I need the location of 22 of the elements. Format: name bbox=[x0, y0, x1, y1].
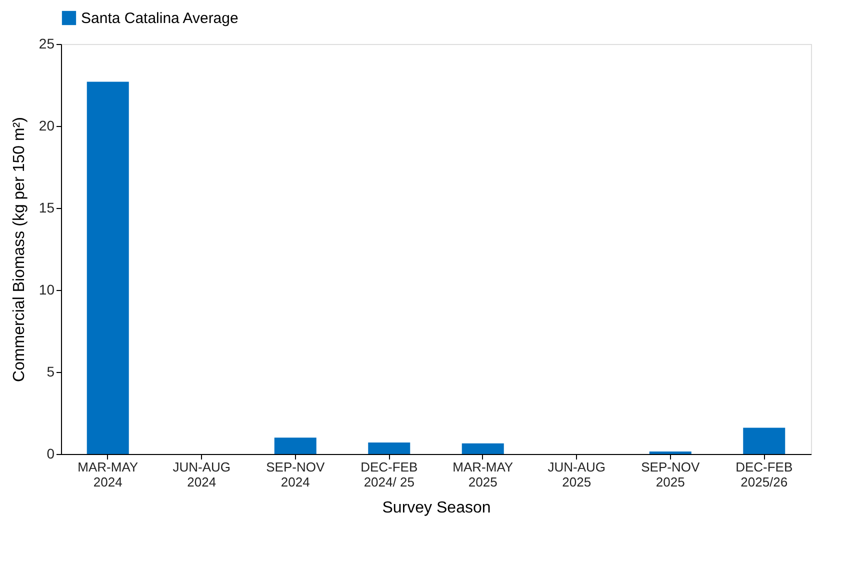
y-tick-label: 0 bbox=[46, 446, 55, 462]
y-axis-title: Commercial Biomass (kg per 150 m²) bbox=[10, 117, 28, 382]
bar bbox=[368, 442, 410, 454]
legend-label: Santa Catalina Average bbox=[81, 10, 238, 27]
x-tick-label: DEC-FEB 2024/ 25 bbox=[360, 460, 418, 490]
x-tick-label: SEP-NOV 2024 bbox=[266, 460, 325, 490]
bar bbox=[86, 82, 129, 454]
x-axis-title: Survey Season bbox=[382, 500, 491, 516]
x-tick-label: JUN-AUG 2024 bbox=[172, 460, 231, 490]
x-tick-label: DEC-FEB 2025/26 bbox=[736, 460, 793, 490]
x-tick-label: SEP-NOV 2025 bbox=[641, 460, 700, 490]
x-tick-label: MAR-MAY 2024 bbox=[78, 460, 138, 490]
bar bbox=[274, 438, 316, 454]
bar bbox=[743, 428, 786, 454]
bar bbox=[462, 443, 504, 454]
y-tick-label: 5 bbox=[46, 364, 55, 380]
y-tick-label: 10 bbox=[38, 282, 55, 298]
x-tick-label: JUN-AUG 2025 bbox=[548, 460, 606, 490]
x-tick-label: MAR-MAY 2025 bbox=[452, 460, 514, 490]
y-tick-label: 20 bbox=[38, 118, 55, 134]
y-tick-label: 15 bbox=[38, 200, 55, 216]
y-tick-label: 25 bbox=[38, 36, 55, 52]
